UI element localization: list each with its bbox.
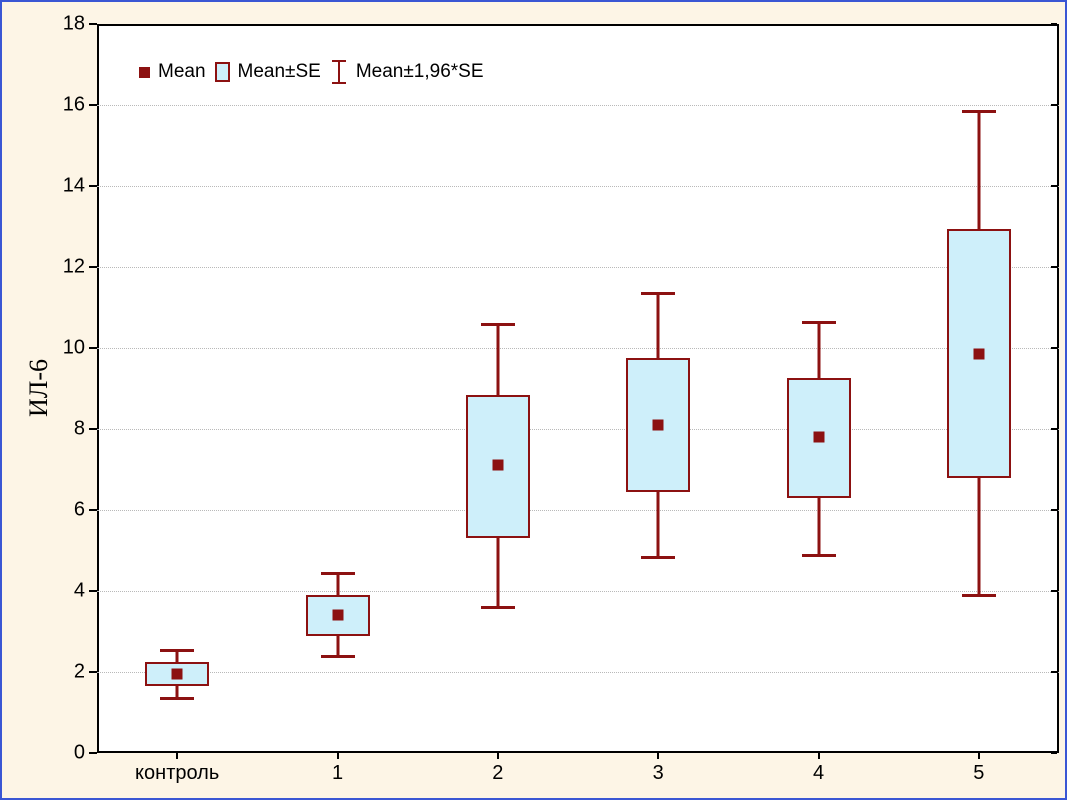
x-category-label: 2 [492, 762, 504, 784]
whisker-top-cap [801, 320, 836, 324]
x-category-label: контроль [135, 762, 220, 784]
y-axis-tick [89, 590, 97, 592]
mean-marker-icon [139, 66, 150, 78]
y-axis-tick [89, 752, 97, 754]
x-axis-tick [336, 753, 339, 759]
whisker-lower-stem [496, 538, 500, 608]
whisker-bottom-cap [961, 594, 996, 598]
mean-marker [332, 609, 343, 621]
y-axis-right-tick [1051, 185, 1057, 187]
y-axis-tick [89, 266, 97, 268]
mean-marker [492, 459, 504, 471]
gridline [97, 591, 1059, 592]
whisker-upper-stem [977, 111, 981, 229]
y-axis-tick [89, 509, 97, 511]
y-tick-label: 10 [62, 336, 85, 359]
whisker-lower-stem [336, 635, 339, 656]
y-axis-title: ИЛ-6 [24, 358, 54, 418]
whisker-top-cap [480, 322, 515, 326]
whisker-top-cap [961, 110, 996, 114]
x-axis-tick [657, 753, 660, 759]
whisker-lower-stem [817, 497, 820, 555]
mean-marker [813, 431, 824, 443]
whisker-bottom-cap [480, 606, 515, 610]
y-tick-label: 18 [62, 12, 85, 35]
x-axis-tick [176, 753, 179, 759]
y-axis-tick [89, 185, 97, 187]
y-tick-label: 6 [73, 498, 85, 521]
x-category-label: 3 [652, 762, 664, 784]
y-tick-label: 4 [73, 579, 85, 602]
whisker-bottom-cap [641, 555, 676, 559]
gridline [97, 510, 1059, 511]
mean-marker [652, 419, 664, 431]
gridline [97, 672, 1059, 673]
y-tick-label: 14 [62, 174, 85, 197]
legend-item-mean-se: Mean±SE [214, 61, 321, 83]
whisker-lower-stem [656, 491, 660, 557]
whisker-top-cap [641, 292, 676, 296]
y-tick-label: 16 [62, 93, 85, 116]
whisker-upper-stem [175, 649, 179, 662]
y-axis-right-tick [1051, 266, 1057, 268]
y-tick-label: 12 [62, 255, 85, 278]
legend: Mean Mean±SE Mean±1,96*SE [139, 60, 484, 84]
y-axis-right-tick [1051, 590, 1057, 592]
whisker-top-cap [160, 648, 195, 652]
x-axis-tick [977, 753, 980, 759]
y-axis-right-tick [1051, 752, 1057, 754]
y-tick-label: 0 [73, 741, 85, 764]
y-axis-right-tick [1051, 347, 1057, 349]
whisker-lower-stem [977, 477, 981, 596]
y-axis-tick [89, 23, 97, 25]
whisker-bottom-cap [801, 553, 836, 557]
whisker-bottom-cap [320, 654, 355, 658]
legend-item-mean-ci: Mean±1,96*SE [330, 60, 484, 84]
y-axis-tick [89, 347, 97, 349]
x-axis-tick [496, 753, 499, 759]
y-axis-right-tick [1051, 509, 1057, 511]
y-axis-right-tick [1051, 671, 1057, 673]
whisker-upper-stem [817, 321, 820, 379]
x-category-label: 5 [973, 762, 985, 784]
y-axis-right-tick [1051, 23, 1057, 25]
whisker-upper-stem [336, 572, 339, 596]
gridline [97, 186, 1059, 187]
x-category-label: 1 [331, 762, 344, 784]
gridline [97, 429, 1059, 430]
gridline [97, 267, 1059, 268]
y-axis-tick [89, 671, 97, 673]
mean-marker [973, 348, 985, 360]
whisker-lower-stem [175, 686, 179, 699]
y-tick-label: 8 [73, 417, 85, 440]
y-axis-tick [89, 428, 97, 430]
se-box [145, 661, 210, 687]
y-tick-label: 2 [73, 660, 85, 683]
se-box-icon [214, 62, 230, 82]
whisker-icon [330, 60, 348, 84]
gridline [97, 105, 1059, 106]
y-axis-tick [89, 104, 97, 106]
whisker-top-cap [320, 571, 355, 575]
whisker-bottom-cap [160, 697, 195, 701]
y-axis-right-tick [1051, 428, 1057, 430]
mean-marker [171, 668, 183, 680]
y-axis-right-tick [1051, 104, 1057, 106]
gridline [97, 348, 1059, 349]
legend-label: Mean±1,96*SE [355, 61, 484, 82]
legend-item-mean: Mean [139, 61, 206, 83]
legend-label: Mean [158, 61, 206, 82]
chart-marks-layer [97, 24, 1059, 753]
x-category-label: 4 [812, 762, 825, 784]
whisker-upper-stem [656, 293, 660, 359]
whisker-upper-stem [496, 323, 500, 395]
plot-area: Mean Mean±SE Mean±1,96*SE [97, 24, 1059, 753]
legend-label: Mean±SE [237, 61, 321, 82]
x-axis-tick [817, 753, 820, 759]
